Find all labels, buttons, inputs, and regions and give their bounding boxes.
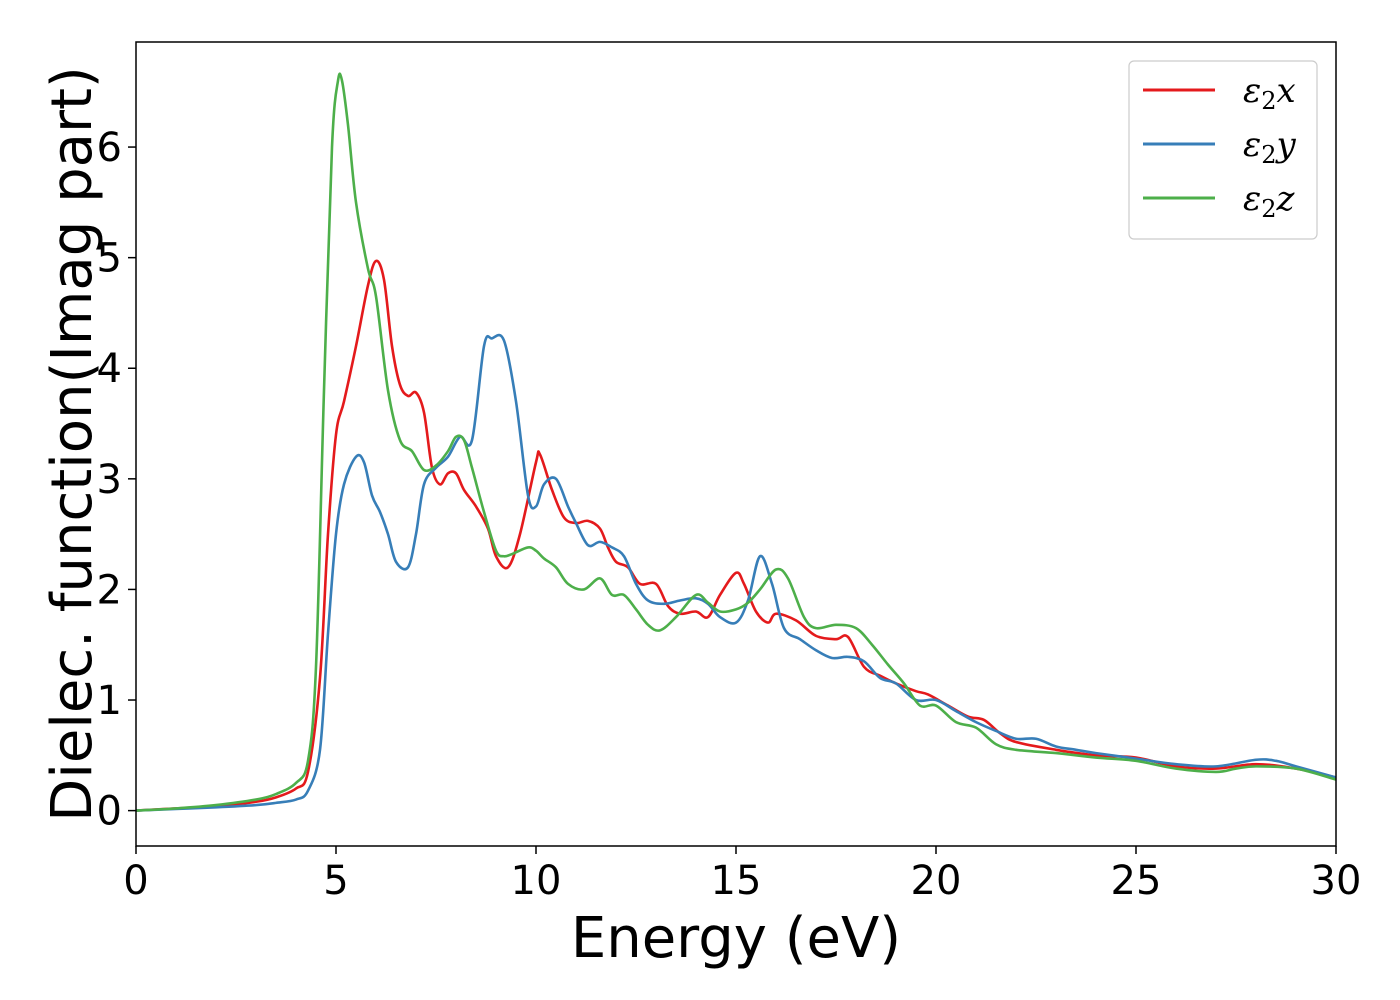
legend-label-1: ε2x bbox=[1243, 71, 1296, 115]
x-tick-label: 0 bbox=[123, 858, 148, 904]
legend-label-3: ε2z bbox=[1243, 179, 1296, 223]
legend-label-2: ε2y bbox=[1243, 125, 1297, 169]
series-line-1 bbox=[136, 259, 1336, 812]
y-tick-label: 1 bbox=[97, 678, 122, 724]
legend-box bbox=[1128, 60, 1318, 240]
x-tick-label: 25 bbox=[1111, 858, 1162, 904]
legend: ε2x ε2y ε2z bbox=[1128, 60, 1318, 240]
x-tick-label: 20 bbox=[911, 858, 962, 904]
x-tick-label: 10 bbox=[511, 858, 562, 904]
y-axis-title: Dielec. function(Imag part) bbox=[40, 66, 105, 822]
x-tick-label: 5 bbox=[323, 858, 348, 904]
series-line-3 bbox=[136, 72, 1336, 812]
y-tick-label: 2 bbox=[97, 567, 122, 613]
series-line-2 bbox=[136, 333, 1336, 812]
y-tick-label: 3 bbox=[97, 457, 122, 503]
x-axis: 0 5 10 15 20 25 30 bbox=[123, 846, 1361, 904]
y-tick-label: 5 bbox=[97, 236, 122, 282]
y-axis: 0 1 2 3 4 5 6 bbox=[97, 125, 136, 835]
y-tick-label: 0 bbox=[97, 789, 122, 835]
y-tick-label: 4 bbox=[97, 346, 122, 392]
y-tick-label: 6 bbox=[97, 125, 122, 171]
x-tick-label: 15 bbox=[711, 858, 762, 904]
x-axis-title: Energy (eV) bbox=[571, 906, 901, 971]
series-layer bbox=[136, 72, 1336, 812]
x-tick-label: 30 bbox=[1311, 858, 1362, 904]
